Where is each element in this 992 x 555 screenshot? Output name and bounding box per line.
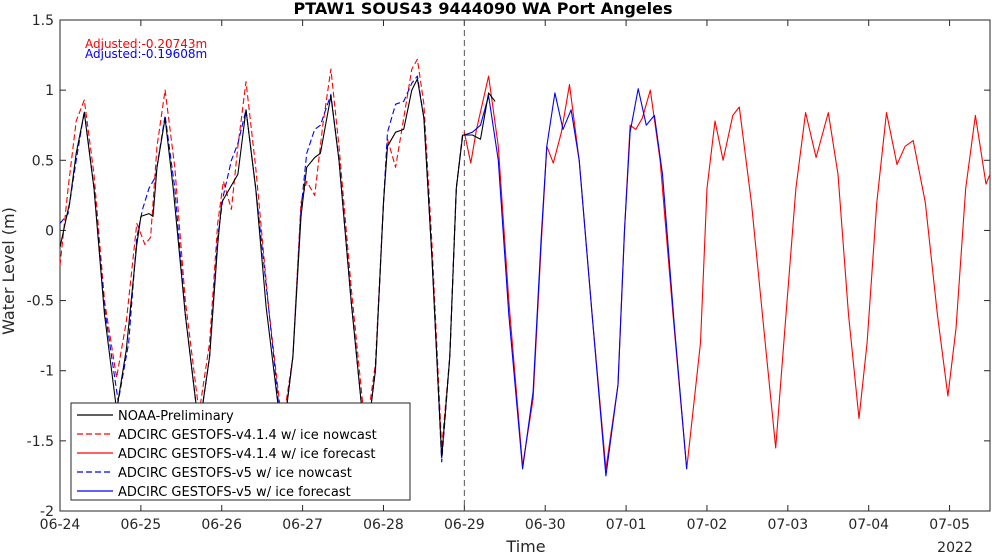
series-layer (59, 58, 991, 477)
adjusted-annotation-0: Adjusted:-0.20743m (85, 37, 207, 51)
x-tick-label: 07-04 (848, 517, 889, 533)
y-tick-label: -1 (40, 364, 54, 380)
y-tick-label: 0.5 (32, 153, 54, 169)
x-tick-label: 06-30 (525, 517, 566, 533)
x-tick-label: 07-02 (687, 517, 728, 533)
x-tick-label: 06-24 (40, 517, 81, 533)
x-tick-label: 07-01 (606, 517, 647, 533)
y-tick-label: 0 (45, 223, 54, 239)
series-line-0 (59, 78, 496, 459)
legend-entry-4: ADCIRC GESTOFS-v5 w/ ice forecast (118, 485, 351, 500)
x-tick-label: 06-25 (121, 517, 162, 533)
series-line-3 (59, 75, 464, 463)
y-tick-label: -1.5 (27, 434, 54, 450)
legend-entry-3: ADCIRC GESTOFS-v5 w/ ice nowcast (118, 466, 352, 481)
x-tick-label: 06-26 (201, 517, 242, 533)
x-tick-label: 07-05 (929, 517, 970, 533)
y-tick-label: -2 (40, 504, 54, 520)
series-line-1 (59, 58, 464, 449)
y-tick-label: 1.5 (32, 13, 54, 29)
x-tick-label: 06-28 (363, 517, 404, 533)
legend-box (70, 402, 411, 501)
chart-title: PTAW1 SOUS43 9444090 WA Port Angeles (293, 0, 672, 18)
y-tick-label: -0.5 (27, 294, 54, 310)
series-line-4 (464, 88, 688, 477)
adjusted-annotation-1: Adjusted:-0.19608m (85, 47, 207, 61)
x-tick-label: 06-29 (444, 517, 485, 533)
x-tick-label: 07-03 (767, 517, 808, 533)
x-axis-label: Time (505, 537, 545, 555)
legend: NOAA-Preliminary ADCIRC GESTOFS-v4.1.4 w/… (70, 402, 411, 501)
legend-entry-2: ADCIRC GESTOFS-v4.1.4 w/ ice forecast (118, 447, 375, 462)
series-line-2 (463, 75, 991, 470)
axes (59, 19, 990, 512)
tick-labels: 06-24 06-25 06-26 06-27 06-28 06-29 06-30 07-01… (27, 13, 970, 533)
legend-entry-1: ADCIRC GESTOFS-v4.1.4 w/ ice nowcast (118, 428, 377, 443)
year-label: 2022 (937, 540, 973, 555)
x-tick-label: 06-27 (282, 517, 323, 533)
y-axis-label: Water Level (m) (0, 207, 18, 335)
legend-entry-0: NOAA-Preliminary (118, 409, 234, 424)
y-tick-label: 1 (45, 83, 54, 99)
